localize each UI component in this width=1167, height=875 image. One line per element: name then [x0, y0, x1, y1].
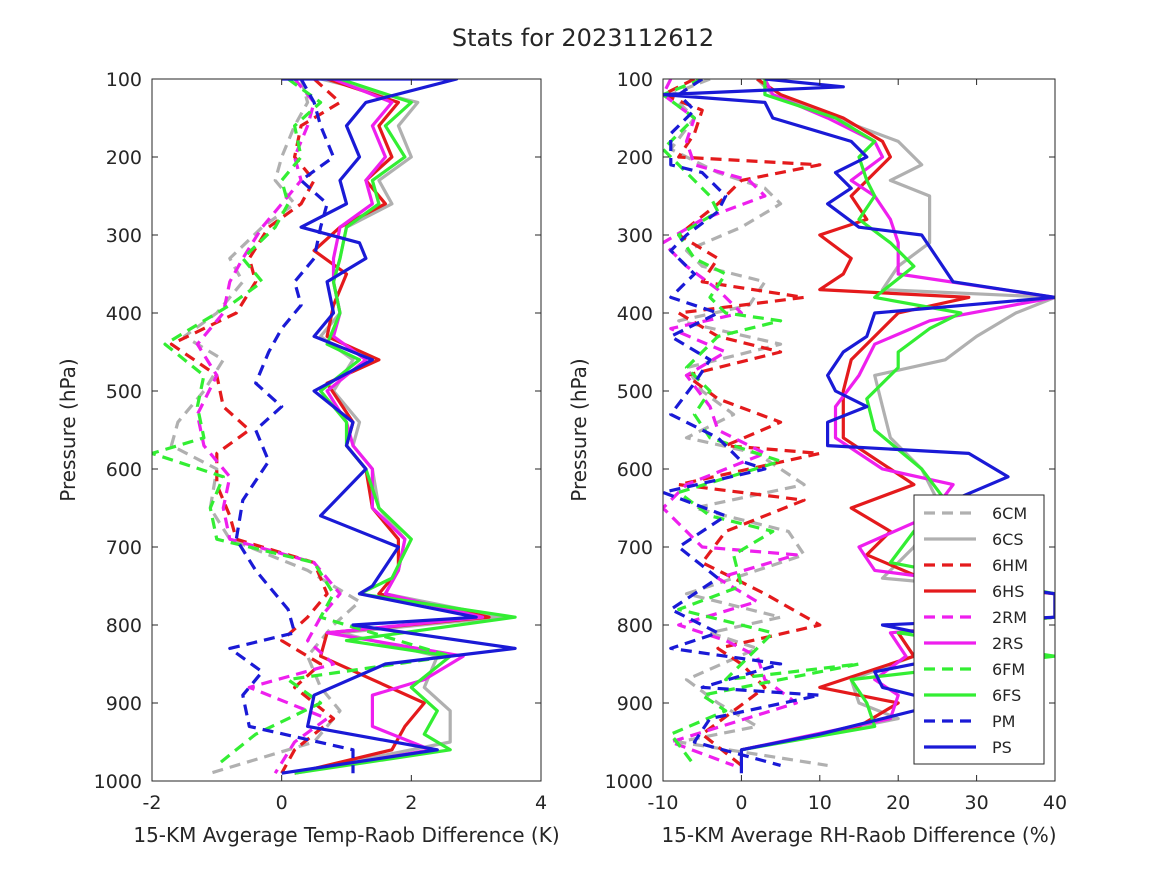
- y-tick-label: 200: [617, 147, 653, 169]
- legend-label: PS: [992, 738, 1012, 757]
- y-tick-label: 200: [106, 147, 142, 169]
- x-axis-label: 15-KM Average RH-Raob Difference (%): [661, 823, 1056, 847]
- legend-label: 6CS: [992, 530, 1024, 549]
- x-tick-label: 10: [808, 792, 832, 814]
- y-tick-label: 800: [617, 615, 653, 637]
- y-tick-label: 700: [617, 537, 653, 559]
- series-line-pm: [228, 79, 355, 774]
- series-line-ps: [281, 79, 517, 775]
- y-tick-label: 400: [617, 303, 653, 325]
- legend-label: 2RM: [992, 608, 1027, 627]
- legend-label: 6HS: [992, 582, 1024, 601]
- y-tick-label: 500: [106, 381, 142, 403]
- x-tick-label: 4: [535, 792, 547, 814]
- x-tick-label: 2: [405, 792, 417, 814]
- y-tick-label: 900: [617, 693, 653, 715]
- y-axis-label: Pressure (hPa): [56, 358, 80, 501]
- y-tick-label: 700: [106, 537, 142, 559]
- plot-area-frame: [662, 78, 1056, 782]
- legend-box: [913, 494, 1045, 765]
- x-tick-label: 30: [965, 792, 989, 814]
- x-axis-label: 15-KM Avgerage Temp-Raob Difference (K): [133, 823, 559, 847]
- y-tick-label: 100: [617, 69, 653, 91]
- series-line-6fm: [663, 79, 861, 767]
- y-tick-label: 1000: [605, 771, 653, 793]
- y-tick-label: 600: [617, 459, 653, 481]
- series-lines: [152, 79, 517, 775]
- legend-label: 6HM: [992, 556, 1028, 575]
- figure-title: Stats for 2023112612: [452, 24, 714, 52]
- legend: 6CM 6CS 6HM 6HS 2RM 2RS 6FM 6FS PM PS: [913, 494, 1045, 765]
- y-tick-label: 500: [617, 381, 653, 403]
- series-line-pm: [663, 79, 822, 767]
- rh-difference-panel: -10 0 10 20 30 40 100 200 300 400 500 600 700 800 900 1…: [567, 69, 1067, 847]
- x-tick-label: 0: [276, 792, 288, 814]
- temp-difference-panel: -2 0 2 4 100 200 300 400 500 600 700 800 900 1000 15-K…: [56, 69, 560, 847]
- y-tick-label: 1000: [94, 771, 142, 793]
- legend-label: 6FM: [992, 660, 1025, 679]
- x-tick-label: 40: [1043, 792, 1067, 814]
- plot-area-frame: [151, 78, 542, 782]
- legend-label: 6CM: [992, 504, 1027, 523]
- x-tick-label: 20: [886, 792, 910, 814]
- legend-label: 2RS: [992, 634, 1023, 653]
- x-tick-label: -2: [143, 792, 162, 814]
- y-tick-label: 800: [106, 615, 142, 637]
- y-tick-label: 400: [106, 303, 142, 325]
- legend-label: PM: [992, 712, 1015, 731]
- y-tick-label: 300: [106, 225, 142, 247]
- series-line-2rs: [741, 79, 1055, 752]
- series-line-2rm: [663, 79, 798, 767]
- y-tick-label: 600: [106, 459, 142, 481]
- legend-label: 6FS: [992, 686, 1021, 705]
- series-line-2rm: [195, 79, 342, 775]
- series-line-6fs: [294, 79, 517, 775]
- y-tick-label: 900: [106, 693, 142, 715]
- x-tick-label: 0: [735, 792, 747, 814]
- series-line-6cm: [669, 79, 828, 767]
- y-tick-label: 300: [617, 225, 653, 247]
- series-line-6cm: [169, 79, 362, 775]
- y-tick-label: 100: [106, 69, 142, 91]
- x-tick-label: -10: [647, 792, 678, 814]
- y-axis-label: Pressure (hPa): [567, 358, 591, 501]
- series-line-6fm: [152, 79, 452, 767]
